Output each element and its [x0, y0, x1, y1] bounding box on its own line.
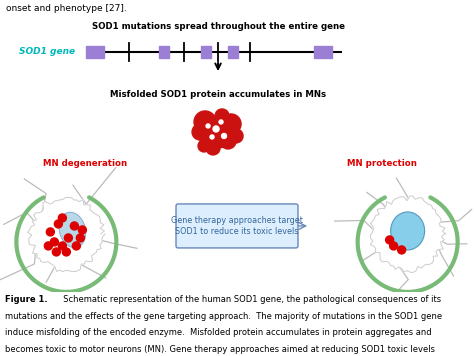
Circle shape: [200, 133, 218, 151]
Text: Schematic representation of the human SOD1 gene, the pathological consequences o: Schematic representation of the human SO…: [58, 295, 441, 304]
Circle shape: [78, 226, 86, 234]
Text: Figure 1.: Figure 1.: [5, 295, 47, 304]
Circle shape: [76, 234, 84, 242]
FancyBboxPatch shape: [176, 204, 298, 248]
Bar: [201, 46, 211, 58]
Circle shape: [220, 133, 236, 149]
Circle shape: [390, 242, 398, 250]
Text: induce misfolding of the encoded enzyme.  Misfolded protein accumulates in prote: induce misfolding of the encoded enzyme.…: [5, 329, 431, 337]
Text: MN protection: MN protection: [347, 159, 417, 168]
Text: SOD1 mutations spread throughout the entire gene: SOD1 mutations spread throughout the ent…: [91, 22, 345, 31]
Circle shape: [229, 129, 243, 143]
Circle shape: [45, 242, 52, 250]
Circle shape: [52, 248, 60, 256]
Ellipse shape: [391, 212, 425, 250]
Text: mutations and the effects of the gene targeting approach.  The majority of mutat: mutations and the effects of the gene ta…: [5, 312, 442, 321]
Circle shape: [55, 220, 63, 228]
Circle shape: [386, 236, 393, 244]
Circle shape: [50, 238, 58, 246]
Circle shape: [46, 228, 55, 236]
Circle shape: [58, 214, 66, 222]
Polygon shape: [27, 197, 105, 272]
Text: becomes toxic to motor neurons (MN). Gene therapy approaches aimed at reducing S: becomes toxic to motor neurons (MN). Gen…: [5, 345, 435, 354]
Bar: [314, 46, 332, 58]
Text: SOD1 gene: SOD1 gene: [19, 47, 75, 57]
Circle shape: [202, 116, 234, 148]
Circle shape: [215, 109, 229, 123]
Circle shape: [64, 234, 73, 242]
Bar: [228, 46, 238, 58]
Circle shape: [398, 246, 406, 254]
Circle shape: [210, 135, 214, 139]
Circle shape: [206, 124, 210, 128]
Circle shape: [198, 140, 210, 152]
Circle shape: [192, 124, 208, 140]
Circle shape: [206, 141, 220, 155]
Bar: [86, 46, 104, 58]
Circle shape: [70, 222, 78, 230]
Bar: [159, 46, 169, 58]
Circle shape: [221, 134, 227, 138]
Ellipse shape: [59, 212, 86, 248]
Text: onset and phenotype [27].: onset and phenotype [27].: [6, 4, 127, 13]
Circle shape: [63, 248, 70, 256]
Text: Misfolded SOD1 protein accumulates in MNs: Misfolded SOD1 protein accumulates in MN…: [110, 90, 326, 99]
Text: Gene therapy approaches target
SOD1 to reduce its toxic levels: Gene therapy approaches target SOD1 to r…: [171, 215, 303, 236]
Circle shape: [73, 242, 81, 250]
Circle shape: [194, 111, 216, 133]
Circle shape: [219, 120, 223, 124]
Circle shape: [213, 126, 219, 132]
Polygon shape: [370, 196, 446, 272]
Circle shape: [58, 242, 66, 250]
Circle shape: [221, 114, 241, 134]
Text: MN degeneration: MN degeneration: [43, 159, 127, 168]
